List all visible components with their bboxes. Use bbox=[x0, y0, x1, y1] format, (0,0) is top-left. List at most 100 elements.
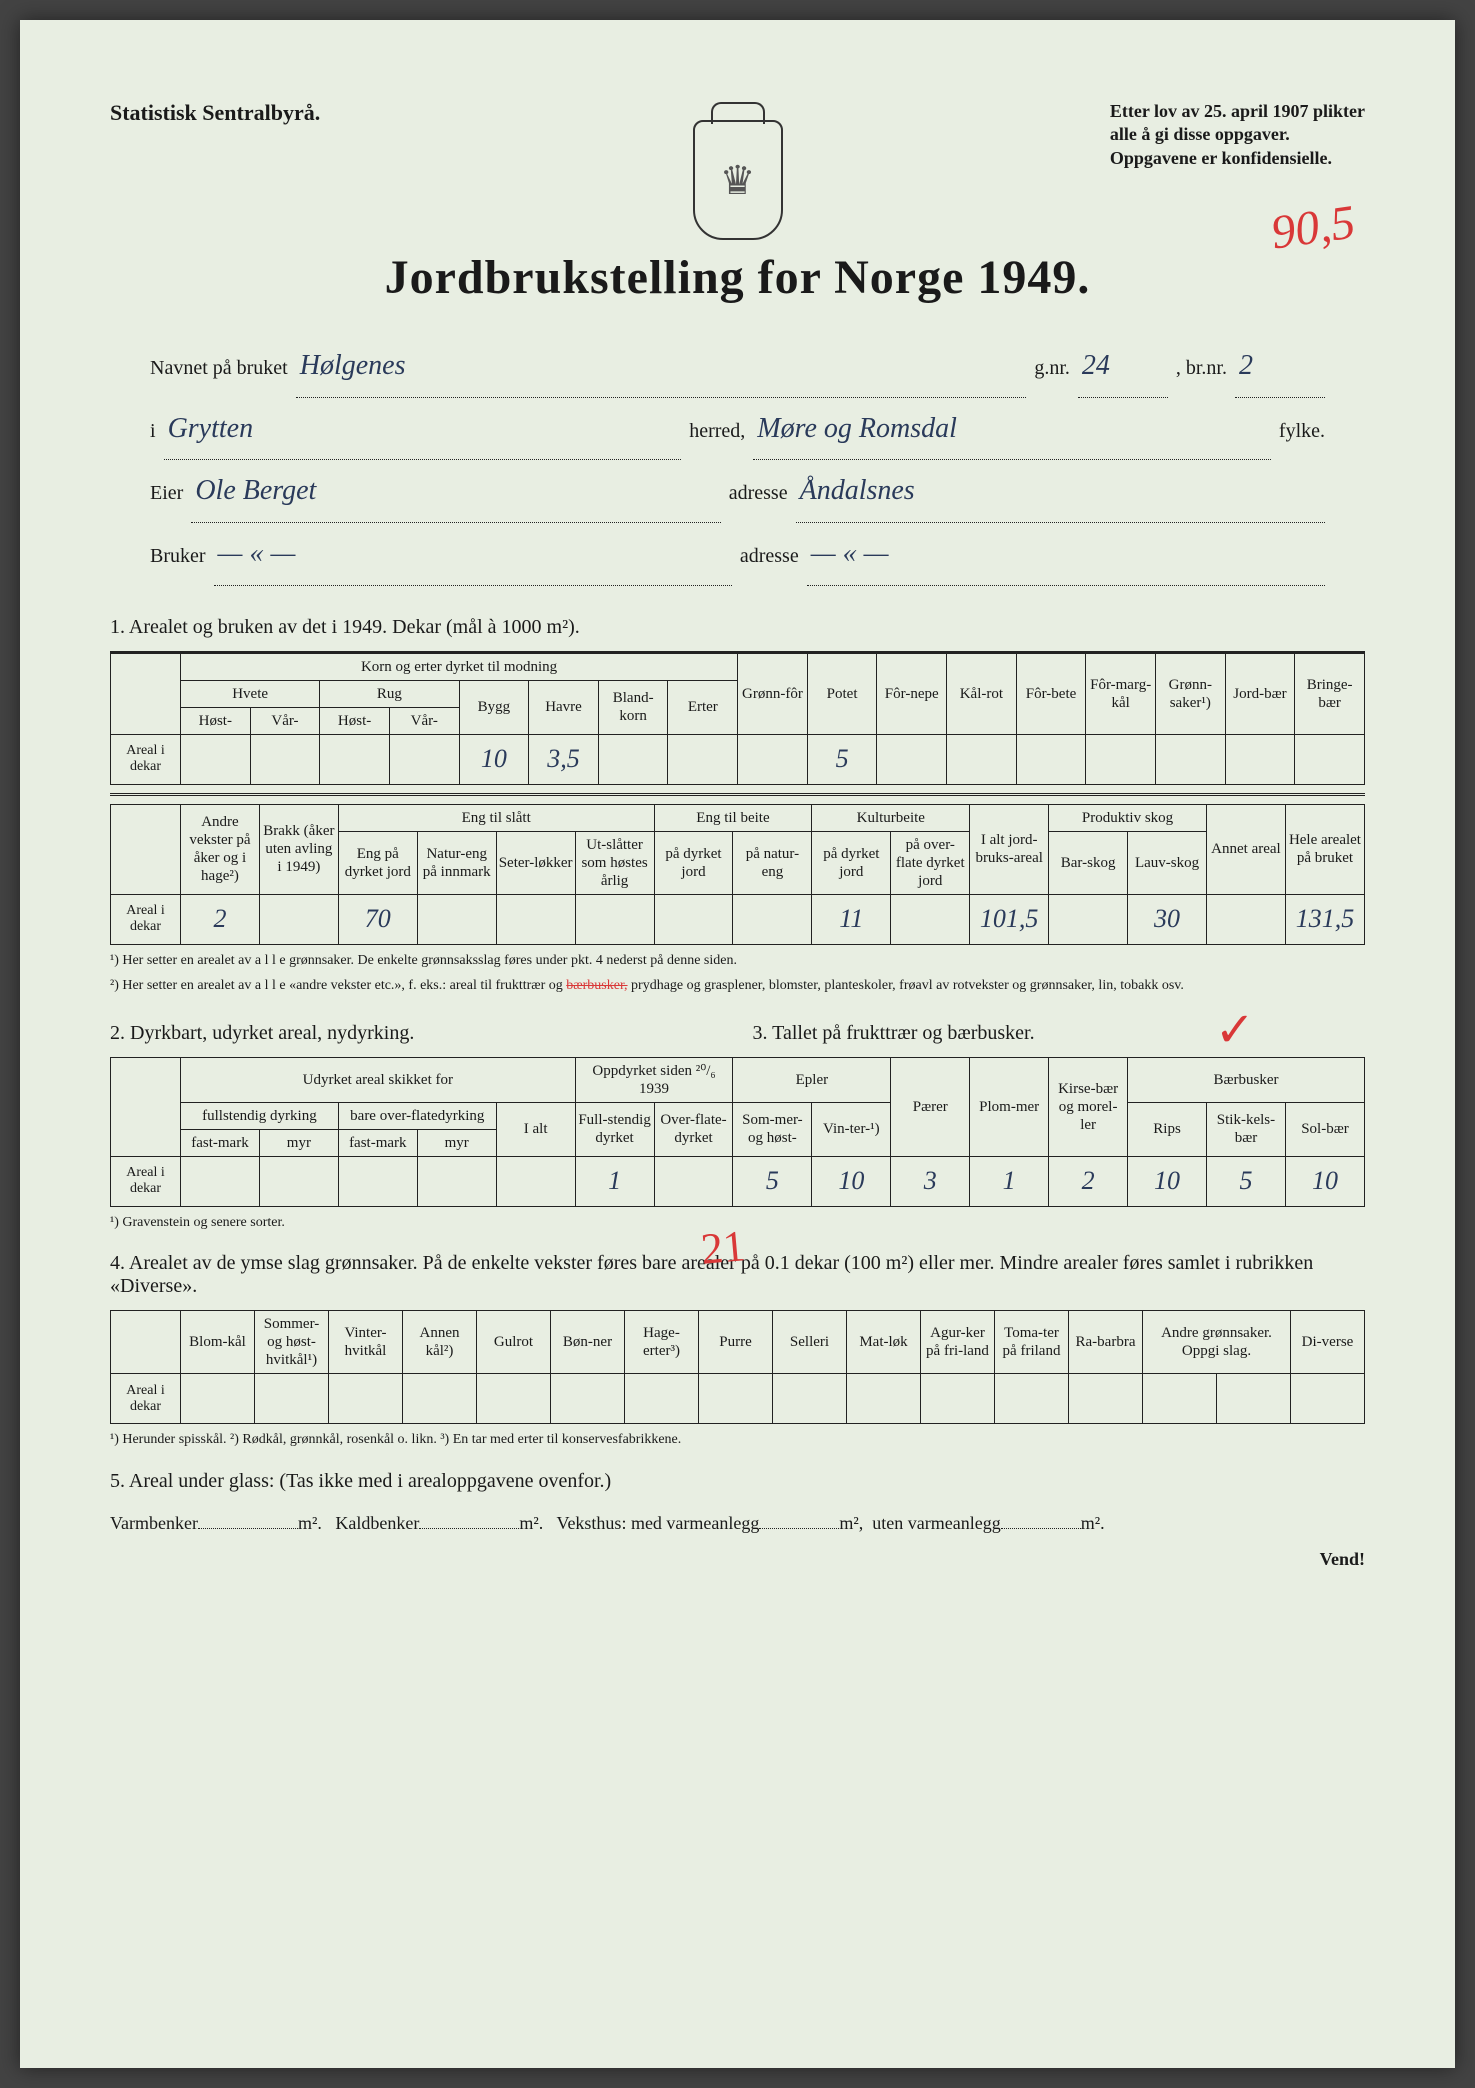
purre-col: Purre bbox=[699, 1311, 773, 1374]
hvete-host: Høst- bbox=[181, 707, 251, 734]
barbusker-group: Bærbusker bbox=[1128, 1057, 1365, 1102]
footnote-2: ²) Her setter en arealet av a l l e «and… bbox=[110, 976, 1365, 996]
footnote-1: ¹) Her setter en arealet av a l l e grøn… bbox=[110, 951, 1365, 971]
agency-name: Statistisk Sentralbyrå. bbox=[110, 100, 320, 126]
coat-of-arms-icon: ♛ bbox=[693, 120, 783, 240]
bare-group: bare over-flatedyrking bbox=[338, 1102, 496, 1129]
section-5-line: Varmbenkerm². Kaldbenkerm². Veksthus: me… bbox=[110, 1505, 1365, 1541]
rips-col: Rips bbox=[1128, 1102, 1207, 1156]
solbar-col: Sol-bær bbox=[1285, 1102, 1364, 1156]
owner-label: Eier bbox=[150, 471, 183, 515]
hele-value: 131,5 bbox=[1285, 894, 1364, 944]
overdyr-col: Over-flate-dyrket bbox=[654, 1102, 733, 1156]
jordbar-col: Jord-bær bbox=[1225, 652, 1295, 734]
havre-col: Havre bbox=[529, 680, 599, 734]
plommer-col: Plom-mer bbox=[970, 1057, 1049, 1156]
oppd-group: Oppdyrket siden ²⁰/₆ 1939 bbox=[575, 1057, 733, 1102]
gronnsaker-col: Grønn-saker¹) bbox=[1155, 652, 1225, 734]
turn-over-label: Vend! bbox=[110, 1549, 1365, 1570]
potet-col: Potet bbox=[807, 652, 877, 734]
red-21-annotation: 21 bbox=[699, 1221, 747, 1276]
engslatt-group: Eng til slått bbox=[338, 804, 654, 831]
kult-over-col: på over-flate dyrket jord bbox=[891, 831, 970, 894]
selleri-col: Selleri bbox=[773, 1311, 847, 1374]
law-line-2: alle å gi disse oppgaver. bbox=[1110, 123, 1365, 146]
brnr-value: 2 bbox=[1235, 335, 1325, 398]
vinter-col: Vin-ter-¹) bbox=[812, 1102, 891, 1156]
row-label-4: Areal i dekar bbox=[111, 1374, 181, 1424]
havre-value: 3,5 bbox=[529, 734, 599, 784]
herred-label: herred, bbox=[689, 409, 745, 453]
stikk-value: 5 bbox=[1206, 1156, 1285, 1206]
full-group: fullstendig dyrking bbox=[181, 1102, 339, 1129]
fylke-label: fylke. bbox=[1279, 409, 1325, 453]
vinter4-col: Vinter-hvitkål bbox=[329, 1311, 403, 1374]
kirse-value: 2 bbox=[1049, 1156, 1128, 1206]
section-1-table-a: Korn og erter dyrket til modning Grønn-f… bbox=[110, 651, 1365, 785]
law-line-3: Oppgavene er konfidensielle. bbox=[1110, 147, 1365, 170]
myr2: myr bbox=[417, 1129, 496, 1156]
annen-col: Annen kål²) bbox=[403, 1311, 477, 1374]
parer-col: Pærer bbox=[891, 1057, 970, 1156]
address-value: Åndalsnes bbox=[796, 460, 1325, 523]
blandkorn-col: Bland-korn bbox=[598, 680, 668, 734]
gronnfor-col: Grønn-fôr bbox=[738, 652, 808, 734]
parer-value: 3 bbox=[891, 1156, 970, 1206]
fulldyr-col: Full-stendig dyrket bbox=[575, 1102, 654, 1156]
ialt-value: 101,5 bbox=[970, 894, 1049, 944]
parish-value: Grytten bbox=[164, 398, 682, 461]
agurker-col: Agur-ker på fri-land bbox=[921, 1311, 995, 1374]
andre4-col: Andre grønnsaker. Oppgi slag. bbox=[1143, 1311, 1291, 1374]
forbete-col: Fôr-bete bbox=[1016, 652, 1086, 734]
law-line-1: Etter lov av 25. april 1907 plikter bbox=[1110, 100, 1365, 123]
rug-host: Høst- bbox=[320, 707, 390, 734]
tomater-col: Toma-ter på friland bbox=[995, 1311, 1069, 1374]
section-3-heading: 3. Tallet på frukttrær og bærbusker. bbox=[753, 1022, 1366, 1045]
fornepe-col: Fôr-nepe bbox=[877, 652, 947, 734]
brnr-label: , br.nr. bbox=[1176, 346, 1227, 390]
engbeite-group: Eng til beite bbox=[654, 804, 812, 831]
footnote-4: ¹) Herunder spisskål. ²) Rødkål, grønnkå… bbox=[110, 1430, 1365, 1450]
farm-name-value: Hølgenes bbox=[296, 335, 1027, 398]
law-note: Etter lov av 25. april 1907 plikter alle… bbox=[1110, 100, 1365, 170]
sommer-col: Som-mer- og høst- bbox=[733, 1102, 812, 1156]
sol-value: 10 bbox=[1285, 1156, 1364, 1206]
beite-natur-col: på natur-eng bbox=[733, 831, 812, 894]
erter-col: Erter bbox=[668, 680, 738, 734]
hageerter-col: Hage-erter³) bbox=[625, 1311, 699, 1374]
sommerhvit-col: Sommer-og høst-hvitkål¹) bbox=[255, 1311, 329, 1374]
kult-dyrket-col: på dyrket jord bbox=[812, 831, 891, 894]
fastmark1: fast-mark bbox=[181, 1129, 260, 1156]
matlok-col: Mat-løk bbox=[847, 1311, 921, 1374]
myr1: myr bbox=[259, 1129, 338, 1156]
user-label: Bruker bbox=[150, 534, 206, 578]
kirse-col: Kirse-bær og morel-ler bbox=[1049, 1057, 1128, 1156]
section-2-3-table: Udyrket areal skikket for Oppdyrket side… bbox=[110, 1057, 1365, 1207]
diverse-col: Di-verse bbox=[1291, 1311, 1365, 1374]
user-address-value: — « — bbox=[807, 523, 1325, 586]
red-handwritten-total: 90,5 bbox=[1268, 194, 1359, 260]
gnr-label: g.nr. bbox=[1034, 346, 1070, 390]
andre-value: 2 bbox=[181, 894, 260, 944]
engpa-col: Eng på dyrket jord bbox=[338, 831, 417, 894]
natur-col: Natur-eng på innmark bbox=[417, 831, 496, 894]
rug-var: Vår- bbox=[389, 707, 459, 734]
section-5-heading: 5. Areal under glass: (Tas ikke med i ar… bbox=[110, 1470, 1365, 1493]
row-label-1a: Areal i dekar bbox=[111, 734, 181, 784]
lauv-col: Lauv-skog bbox=[1128, 831, 1207, 894]
form-title: Jordbrukstelling for Norge 1949. bbox=[110, 250, 1365, 305]
oppd-value: 1 bbox=[575, 1156, 654, 1206]
section-4-heading: 4. Arealet av de ymse slag grønnsaker. P… bbox=[110, 1252, 1365, 1298]
bonner-col: Bøn-ner bbox=[551, 1311, 625, 1374]
lauv-value: 30 bbox=[1128, 894, 1207, 944]
bygg-value: 10 bbox=[459, 734, 529, 784]
gnr-value: 24 bbox=[1078, 335, 1168, 398]
farm-name-label: Navnet på bruket bbox=[150, 346, 288, 390]
plommer-value: 1 bbox=[970, 1156, 1049, 1206]
prodskog-group: Produktiv skog bbox=[1049, 804, 1207, 831]
epler-group: Epler bbox=[733, 1057, 891, 1102]
scanned-form-page: Statistisk Sentralbyrå. Etter lov av 25.… bbox=[20, 20, 1455, 2068]
kulturbeite-group: Kulturbeite bbox=[812, 804, 970, 831]
vinter-value: 10 bbox=[812, 1156, 891, 1206]
row-label-1b: Areal i dekar bbox=[111, 894, 181, 944]
